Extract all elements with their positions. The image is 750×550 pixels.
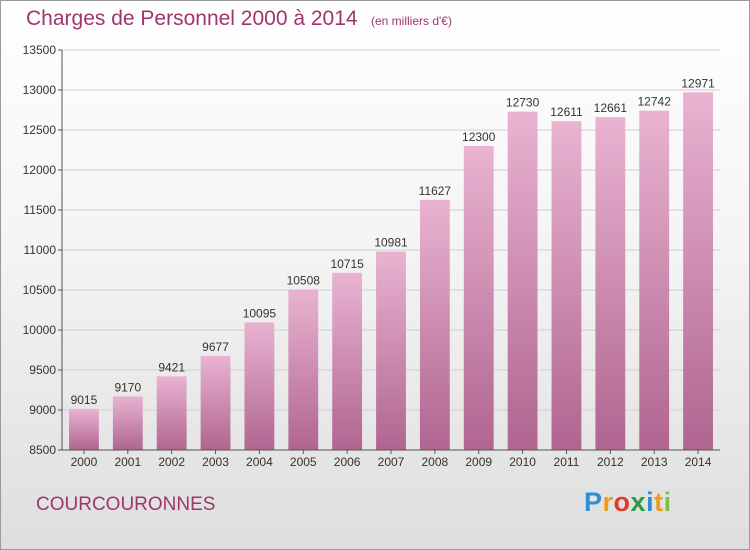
data-label: 12971 (681, 76, 715, 90)
bar (244, 322, 275, 450)
bars (69, 92, 713, 451)
bar (200, 355, 231, 450)
data-label: 10095 (243, 306, 277, 320)
bar (156, 376, 187, 450)
y-tick-label: 9500 (29, 363, 56, 377)
x-tick-label: 2000 (71, 455, 98, 469)
axes (58, 49, 720, 454)
data-label: 9015 (71, 393, 98, 407)
x-tick-label: 2005 (290, 455, 317, 469)
logo-letter: o (613, 487, 631, 517)
logo-letter: P (584, 487, 603, 517)
city-name: COURCOURONNES (36, 494, 216, 515)
x-tick-label: 2013 (641, 455, 668, 469)
logo-letter: x (630, 487, 647, 517)
bar (332, 272, 363, 450)
x-tick-label: 2008 (422, 455, 449, 469)
x-tick-label: 2003 (202, 455, 229, 469)
bar (376, 251, 406, 450)
bar (463, 146, 494, 450)
x-tick-label: 2010 (509, 455, 536, 469)
bar (683, 92, 713, 450)
logo-letter: t (654, 487, 664, 517)
bar (419, 199, 450, 450)
logo-letter: r (602, 487, 614, 517)
bar (551, 121, 582, 451)
data-label: 12611 (550, 105, 583, 119)
y-tick-label: 8500 (29, 443, 56, 457)
data-label: 9170 (114, 380, 141, 394)
data-label: 11627 (419, 184, 452, 198)
data-label: 9421 (158, 360, 185, 374)
y-tick-label: 13500 (23, 43, 57, 57)
y-tick-label: 11000 (24, 243, 57, 257)
data-label: 12730 (506, 96, 540, 110)
data-label: 12742 (638, 95, 672, 109)
y-tick-label: 13000 (23, 83, 57, 97)
data-label: 10508 (287, 273, 321, 287)
y-tick-label: 9000 (29, 403, 56, 417)
data-label: 10715 (330, 257, 364, 271)
bar (69, 408, 99, 450)
bar (112, 396, 143, 450)
proxiti-logo[interactable]: Proxiti (584, 487, 672, 518)
x-tick-label: 2002 (158, 455, 185, 469)
data-label: 12300 (462, 130, 496, 144)
labels: 8500 9000 9500 10000 10500 11000 11500 12000 125… (23, 43, 715, 469)
x-tick-label: 2011 (554, 455, 580, 469)
y-tick-label: 10500 (23, 283, 57, 297)
x-tick-label: 2007 (378, 455, 405, 469)
y-tick-label: 12000 (23, 163, 57, 177)
bar (507, 111, 538, 450)
data-label: 10981 (374, 236, 408, 250)
y-tick-label: 11500 (24, 203, 57, 217)
bar (288, 289, 319, 450)
chart-title: Charges de Personnel 2000 à 2014 (26, 7, 358, 30)
x-tick-label: 2014 (685, 455, 712, 469)
data-label: 9677 (202, 340, 229, 354)
x-tick-label: 2012 (597, 455, 624, 469)
x-tick-label: 2006 (334, 455, 361, 469)
x-tick-label: 2009 (465, 455, 492, 469)
bar (595, 117, 626, 451)
chart-subtitle: (en milliers d'€) (371, 14, 452, 28)
data-label: 12661 (594, 101, 628, 115)
logo-letter: i (663, 487, 672, 517)
x-tick-label: 2001 (114, 455, 141, 469)
y-tick-label: 12500 (23, 123, 57, 137)
logo-letter: i (646, 487, 655, 517)
x-tick-label: 2004 (246, 455, 273, 469)
y-tick-label: 10000 (23, 323, 57, 337)
bar (639, 110, 670, 450)
